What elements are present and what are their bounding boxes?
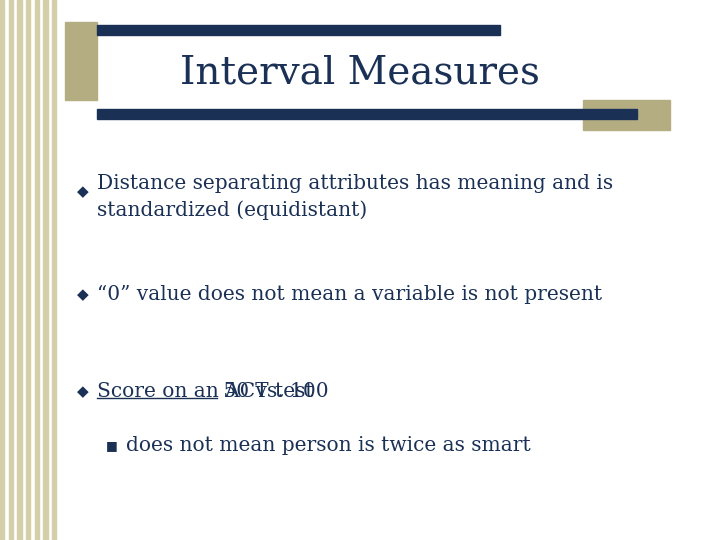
Text: Interval Measures: Interval Measures [180,55,540,91]
Text: Score on an ACT test: Score on an ACT test [97,382,314,401]
Bar [65,22,97,100]
Text: ■: ■ [106,439,117,452]
Bar [97,25,500,35]
Text: does not mean person is twice as smart: does not mean person is twice as smart [126,436,531,455]
Bar [0,0,4,540]
Bar [583,100,670,130]
Text: standardized (equidistant): standardized (equidistant) [97,201,367,220]
Text: ◆: ◆ [77,384,89,399]
Bar [35,0,39,540]
Text: 50 vs. 100: 50 vs. 100 [217,382,328,401]
Bar [17,0,22,540]
Bar [26,0,30,540]
Bar [43,0,48,540]
Text: Distance separating attributes has meaning and is: Distance separating attributes has meani… [97,174,613,193]
Bar [52,0,56,540]
Bar [97,109,637,119]
Text: ◆: ◆ [77,184,89,199]
Text: “0” value does not mean a variable is not present: “0” value does not mean a variable is no… [97,285,603,304]
Text: ◆: ◆ [77,287,89,302]
Bar [9,0,13,540]
